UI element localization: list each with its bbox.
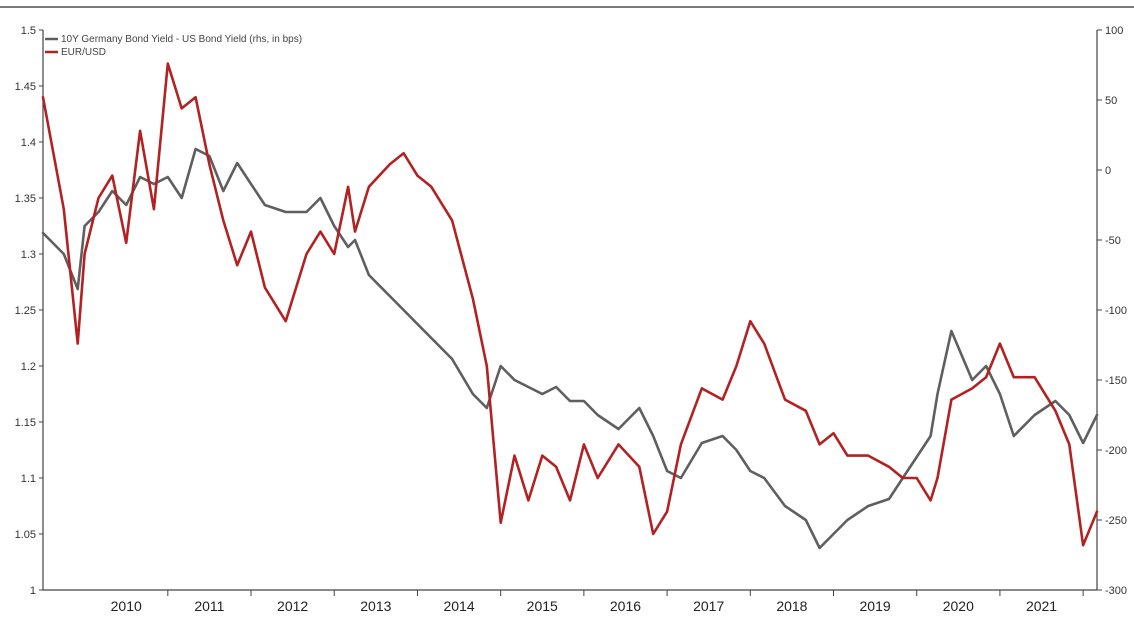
series-line-eurusd bbox=[41, 62, 1099, 547]
x-tick-label: 2015 bbox=[527, 598, 558, 614]
left-tick-label: 1.5 bbox=[21, 25, 36, 37]
x-tick-label: 2011 bbox=[194, 598, 224, 614]
x-tick-label: 2019 bbox=[860, 598, 891, 614]
right-tick-label: -100 bbox=[1105, 305, 1127, 317]
left-tick-label: 1.45 bbox=[15, 81, 36, 93]
x-tick-label: 2010 bbox=[111, 598, 142, 614]
x-tick-label: 2018 bbox=[776, 598, 807, 614]
right-tick-label: 0 bbox=[1105, 165, 1111, 177]
series-layer bbox=[41, 62, 1099, 550]
x-tick-label: 2017 bbox=[693, 598, 724, 614]
right-tick-label: -50 bbox=[1105, 235, 1121, 247]
left-tick-label: 1.1 bbox=[21, 473, 36, 485]
left-tick-label: 1.15 bbox=[15, 417, 36, 429]
legend: 10Y Germany Bond Yield - US Bond Yield (… bbox=[45, 34, 302, 58]
plot-frame bbox=[42, 30, 1098, 591]
left-axis: 1 1.05 1.1 1.15 1.2 1.25 1.3 1.35 1.4 1.45 1.5 bbox=[15, 25, 43, 597]
series-line-yield-spread bbox=[41, 147, 1099, 550]
right-tick-label: -250 bbox=[1105, 515, 1127, 527]
legend-label-yield-spread: 10Y Germany Bond Yield - US Bond Yield (… bbox=[61, 34, 302, 45]
left-tick-label: 1.35 bbox=[15, 193, 36, 205]
left-tick-label: 1.3 bbox=[21, 249, 36, 261]
x-axis: 2010 2011 2012 2013 2014 2015 2016 2017 2018 2019… bbox=[111, 590, 1084, 614]
left-tick-label: 1 bbox=[30, 585, 36, 597]
x-tick-label: 2012 bbox=[277, 598, 308, 614]
right-tick-label: -300 bbox=[1105, 585, 1127, 597]
left-tick-label: 1.4 bbox=[21, 137, 36, 149]
x-tick-label: 2013 bbox=[360, 598, 391, 614]
right-tick-label: 50 bbox=[1105, 95, 1117, 107]
x-tick-label: 2014 bbox=[443, 598, 474, 614]
legend-label-eurusd: EUR/USD bbox=[61, 47, 106, 58]
left-tick-label: 1.25 bbox=[15, 305, 36, 317]
right-axis: 100 50 0 -50 -100 -150 -200 -250 -300 bbox=[1097, 25, 1127, 597]
right-tick-label: -200 bbox=[1105, 445, 1127, 457]
left-tick-label: 1.2 bbox=[21, 361, 36, 373]
x-tick-label: 2021 bbox=[1026, 598, 1057, 614]
left-tick-label: 1.05 bbox=[15, 529, 36, 541]
x-tick-label: 2020 bbox=[943, 598, 974, 614]
x-tick-label: 2016 bbox=[610, 598, 641, 614]
right-tick-label: 100 bbox=[1105, 25, 1123, 37]
right-tick-label: -150 bbox=[1105, 375, 1127, 387]
